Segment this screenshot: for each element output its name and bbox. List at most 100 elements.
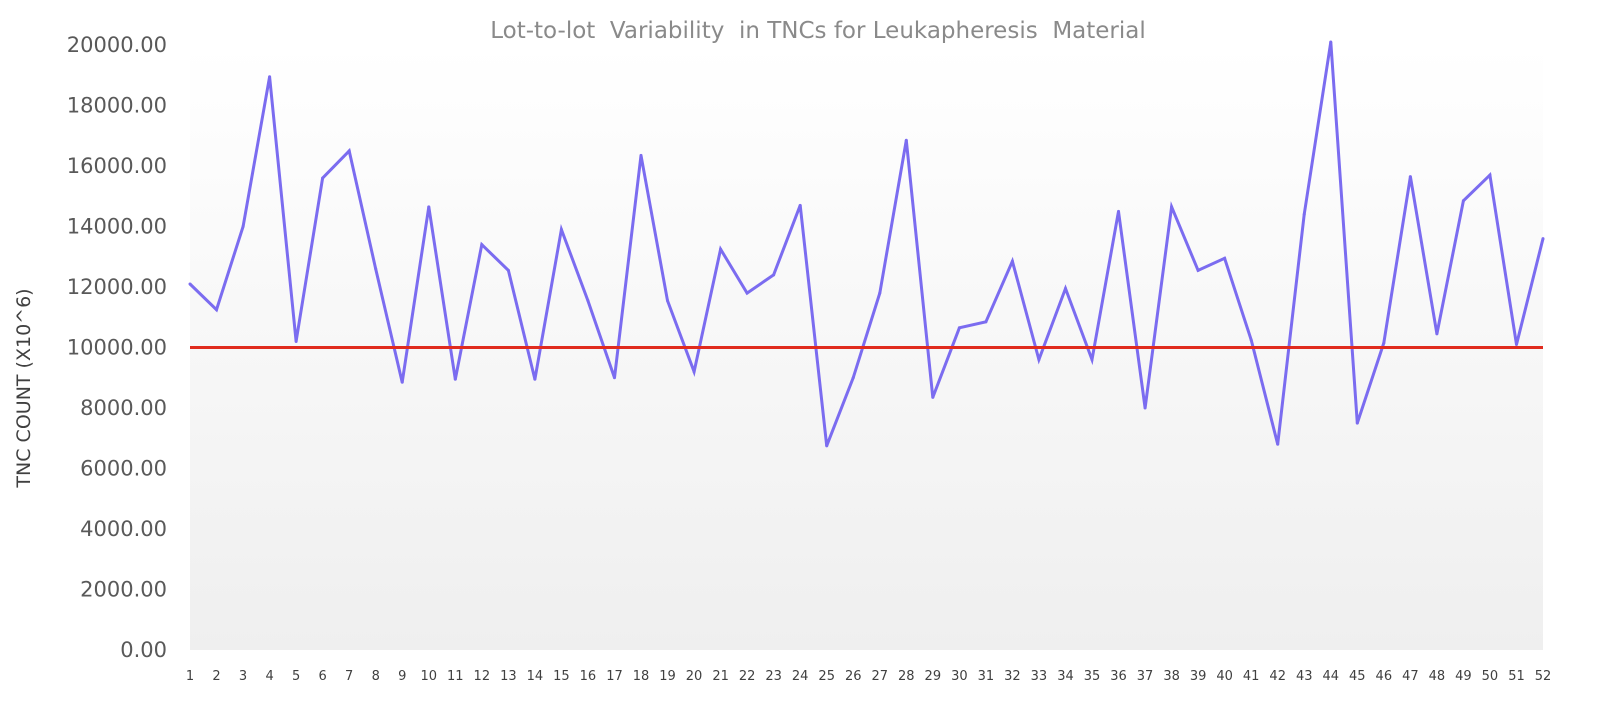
- y-tick-label: 18000.00: [67, 94, 167, 118]
- data-point: [825, 444, 829, 448]
- data-point: [772, 273, 776, 277]
- data-point: [745, 291, 749, 295]
- data-point: [453, 377, 457, 381]
- x-tick-label: 3: [239, 669, 247, 684]
- y-axis-label: TNC COUNT (X10^6): [13, 288, 35, 488]
- data-point: [984, 320, 988, 324]
- x-tick-labels: 1 2 3 4 5 6 7 8 9 10 11 12 13 14 15 16 17 18 19 20 21 22 23 24 2…: [186, 669, 1551, 684]
- data-point: [612, 376, 616, 380]
- data-point: [1514, 342, 1518, 346]
- x-tick-label: 5: [292, 669, 300, 684]
- x-tick-label: 13: [500, 669, 517, 684]
- x-tick-label: 41: [1243, 669, 1260, 684]
- x-tick-label: 8: [372, 669, 380, 684]
- data-point: [1541, 237, 1545, 241]
- x-tick-label: 37: [1137, 669, 1154, 684]
- data-point: [480, 243, 484, 247]
- x-tick-label: 50: [1482, 669, 1499, 684]
- data-point: [506, 268, 510, 272]
- y-tick-label: 0.00: [120, 638, 167, 662]
- data-point: [374, 267, 378, 271]
- x-tick-label: 27: [871, 669, 888, 684]
- data-point: [798, 203, 802, 207]
- x-tick-label: 52: [1535, 669, 1552, 684]
- x-tick-label: 35: [1084, 669, 1101, 684]
- x-tick-label: 9: [398, 669, 406, 684]
- x-tick-label: 10: [420, 669, 437, 684]
- data-point: [1196, 268, 1200, 272]
- x-tick-label: 28: [898, 669, 915, 684]
- series-line: [188, 41, 1545, 447]
- y-tick-label: 10000.00: [67, 336, 167, 360]
- x-tick-label: 47: [1402, 669, 1419, 684]
- x-tick-label: 2: [212, 669, 220, 684]
- x-tick-label: 42: [1269, 669, 1286, 684]
- data-point: [904, 138, 908, 142]
- data-point: [878, 291, 882, 295]
- x-tick-label: 49: [1455, 669, 1472, 684]
- x-tick-label: 14: [527, 669, 544, 684]
- data-point: [559, 228, 563, 232]
- x-tick-label: 45: [1349, 669, 1366, 684]
- data-point: [268, 75, 272, 79]
- x-tick-label: 4: [265, 669, 273, 684]
- x-tick-label: 36: [1110, 669, 1127, 684]
- x-tick-label: 23: [765, 669, 782, 684]
- chart-title: Lot-to-lot Variability in TNCs for Leuka…: [490, 18, 1146, 44]
- data-point: [719, 247, 723, 251]
- data-point: [1408, 175, 1412, 179]
- data-point: [1329, 40, 1333, 44]
- x-tick-label: 25: [818, 669, 835, 684]
- x-tick-label: 15: [553, 669, 570, 684]
- data-point: [957, 326, 961, 330]
- x-tick-label: 44: [1322, 669, 1339, 684]
- y-tick-label: 14000.00: [67, 215, 167, 239]
- x-tick-label: 32: [1004, 669, 1021, 684]
- x-tick-label: 22: [739, 669, 756, 684]
- x-tick-label: 51: [1508, 669, 1525, 684]
- data-point: [1010, 259, 1014, 263]
- data-point: [586, 299, 590, 303]
- x-tick-label: 26: [845, 669, 862, 684]
- data-point: [400, 380, 404, 384]
- data-point: [851, 376, 855, 380]
- data-point: [1090, 358, 1094, 362]
- series-layer: [188, 40, 1545, 448]
- x-tick-label: 40: [1216, 669, 1233, 684]
- x-tick-label: 34: [1057, 669, 1074, 684]
- x-tick-label: 19: [659, 669, 676, 684]
- x-tick-label: 12: [474, 669, 491, 684]
- data-point: [1461, 199, 1465, 203]
- x-tick-label: 33: [1031, 669, 1048, 684]
- y-tick-label: 4000.00: [80, 517, 167, 541]
- y-tick-label: 6000.00: [80, 457, 167, 481]
- x-tick-label: 46: [1376, 669, 1393, 684]
- y-tick-label: 20000.00: [67, 33, 167, 57]
- data-point: [321, 176, 325, 180]
- data-point: [1037, 358, 1041, 362]
- x-tick-label: 48: [1429, 669, 1446, 684]
- data-point: [188, 282, 192, 286]
- y-tick-label: 16000.00: [67, 154, 167, 178]
- x-tick-label: 43: [1296, 669, 1313, 684]
- data-point: [1249, 338, 1253, 342]
- x-tick-label: 11: [447, 669, 464, 684]
- y-tick-label: 8000.00: [80, 396, 167, 420]
- data-point: [241, 225, 245, 228]
- data-point: [1488, 173, 1492, 177]
- data-point: [931, 395, 935, 399]
- x-tick-label: 30: [951, 669, 968, 684]
- x-tick-label: 18: [633, 669, 650, 684]
- data-point: [215, 308, 219, 312]
- data-point: [347, 149, 351, 153]
- x-tick-label: 7: [345, 669, 353, 684]
- data-point: [1063, 287, 1067, 291]
- data-point: [1302, 212, 1306, 216]
- data-point: [1117, 209, 1121, 213]
- data-point: [533, 377, 537, 381]
- x-tick-label: 21: [712, 669, 729, 684]
- data-point: [1276, 442, 1280, 446]
- x-tick-label: 38: [1163, 669, 1180, 684]
- x-tick-label: 17: [606, 669, 623, 684]
